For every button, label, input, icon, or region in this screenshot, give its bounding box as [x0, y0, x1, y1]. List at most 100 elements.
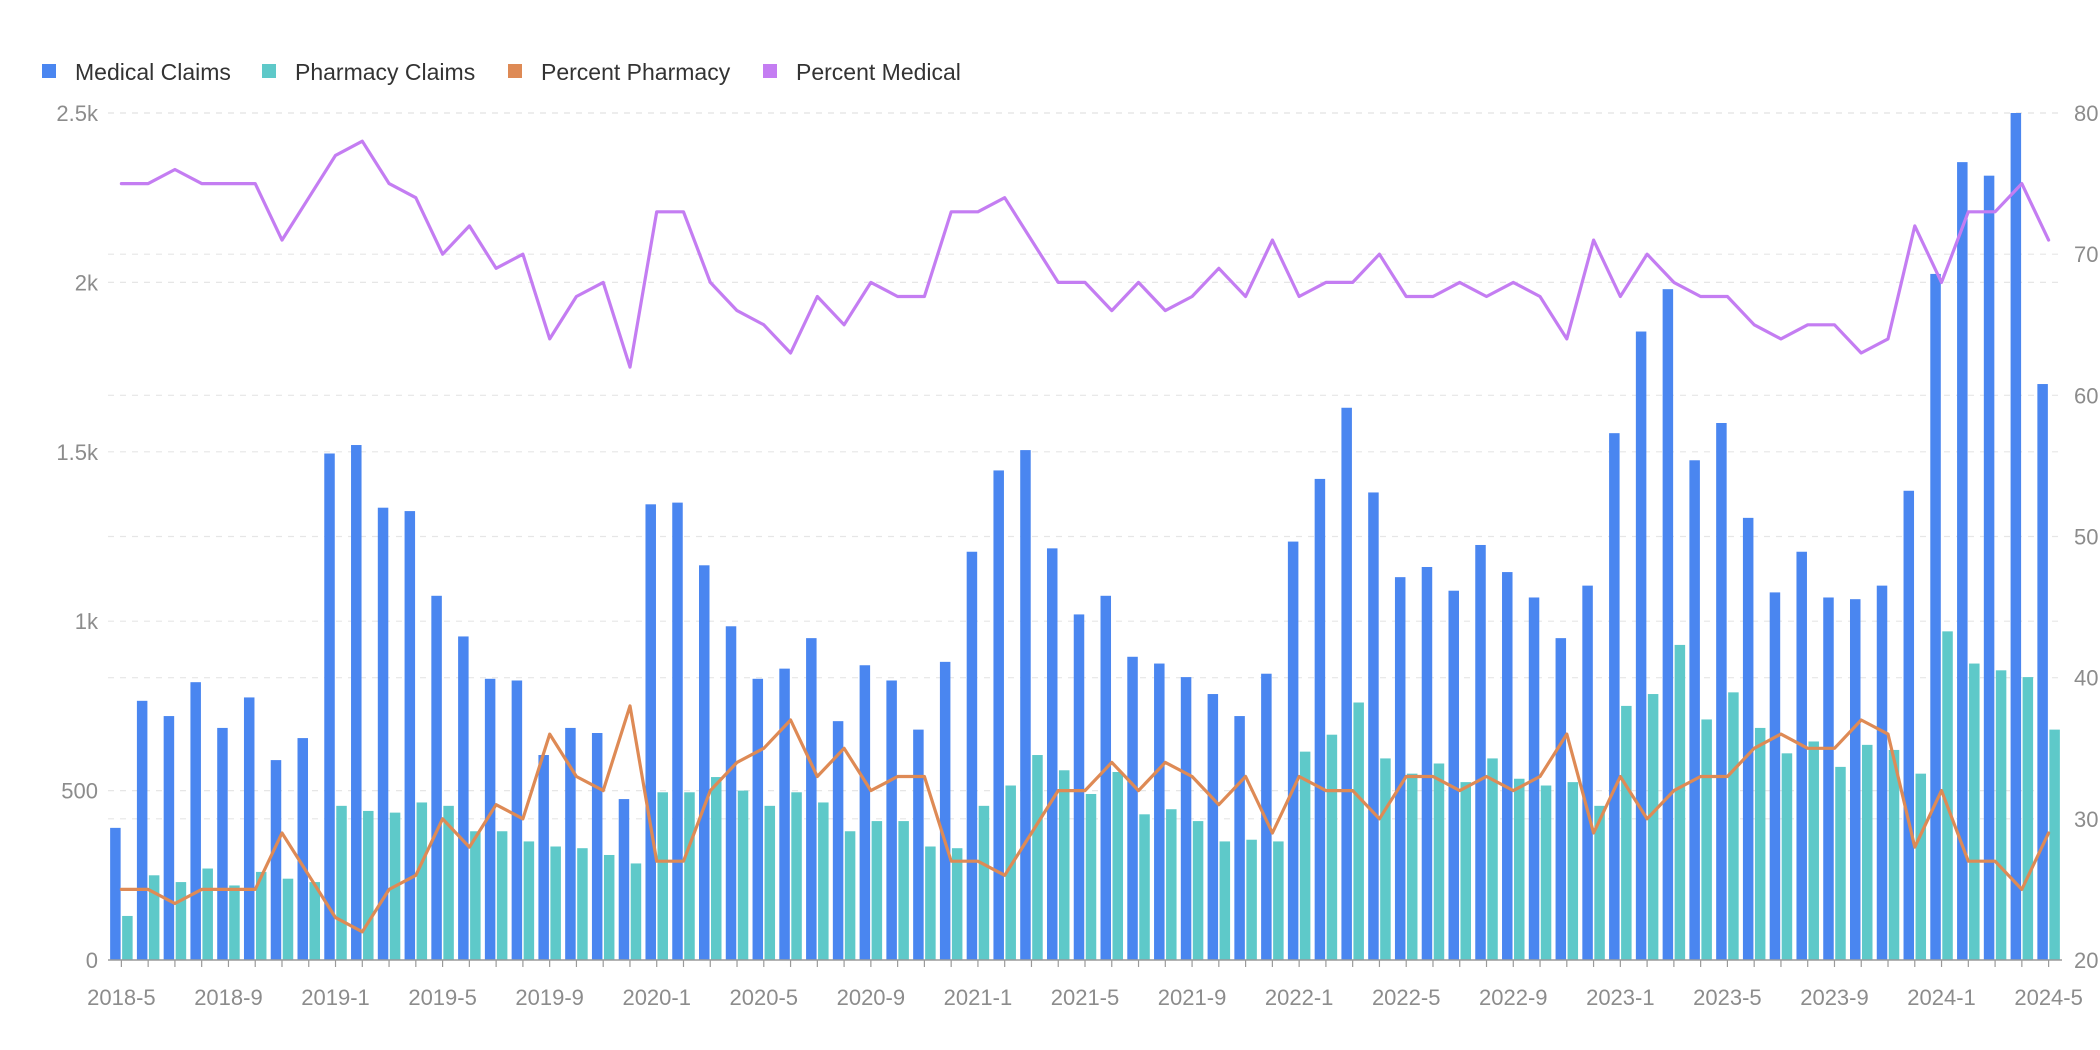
medical-claims-bar	[1742, 517, 1754, 960]
pharmacy-claims-bar	[1166, 809, 1177, 960]
x-tick-label: 2020-1	[622, 985, 691, 1010]
medical-claims-bar	[1903, 490, 1915, 960]
y-right-tick-label: 60	[2074, 383, 2098, 408]
medical-claims-bar	[1689, 460, 1700, 960]
x-tick-label: 2018-9	[194, 985, 263, 1010]
medical-claims-bar	[1796, 551, 1807, 960]
medical-claims-bar	[1073, 614, 1085, 960]
legend: Medical Claims Pharmacy Claims Percent Pha…	[42, 59, 961, 85]
pharmacy-claims-bar	[657, 792, 668, 960]
y-left-tick-label: 2k	[75, 270, 99, 295]
pharmacy-claims-bar	[1139, 814, 1150, 960]
pharmacy-claims-bar	[336, 805, 347, 960]
medical-claims-bar	[1368, 492, 1379, 960]
pharmacy-claims-bar	[1647, 694, 1659, 960]
pharmacy-claims-bar	[978, 805, 990, 960]
x-tick-label: 2022-9	[1479, 985, 1548, 1010]
medical-claims-bar	[886, 680, 897, 960]
pharmacy-claims-bar	[1112, 771, 1124, 960]
pharmacy-claims-bar	[1433, 763, 1445, 960]
medical-claims-bar	[297, 738, 309, 960]
y-right-tick-label: 40	[2074, 666, 2098, 691]
bars	[110, 113, 2060, 961]
pharmacy-claims-bar	[871, 821, 883, 960]
legend-label: Percent Pharmacy	[541, 59, 731, 85]
x-tick-label: 2023-1	[1586, 985, 1655, 1010]
legend-label: Pharmacy Claims	[295, 59, 475, 85]
medical-claims-bar	[859, 665, 871, 960]
pharmacy-claims-bar	[2049, 729, 2060, 960]
legend-swatch	[262, 64, 276, 78]
pharmacy-claims-bar	[630, 863, 642, 960]
medical-claims-bar	[351, 445, 362, 960]
pharmacy-claims-bar	[1861, 744, 1873, 960]
pharmacy-claims-bar	[844, 831, 856, 960]
y-left-tick-label: 2.5k	[56, 101, 99, 126]
medical-claims-bar	[1876, 585, 1888, 960]
pharmacy-claims-bar	[1594, 805, 1605, 960]
pharmacy-claims-bar	[1835, 766, 1846, 960]
medical-claims-bar	[779, 668, 790, 960]
percent-pharmacy-line	[119, 704, 2051, 934]
legend-label: Percent Medical	[796, 59, 961, 85]
pharmacy-claims-bar	[202, 868, 213, 960]
y-left-tick-label: 1k	[75, 609, 99, 634]
pharmacy-claims-bar	[1246, 839, 1257, 960]
pharmacy-claims-bar	[416, 802, 428, 960]
x-tick-label: 2020-5	[730, 985, 799, 1010]
medical-claims-bar	[1609, 433, 1620, 960]
pharmacy-claims-bar	[443, 805, 454, 960]
x-tick-label: 2019-1	[301, 985, 370, 1010]
pharmacy-claims-bar	[496, 831, 508, 960]
medical-claims-bar	[324, 453, 335, 960]
x-tick-label: 2021-9	[1158, 985, 1227, 1010]
lines	[119, 139, 2051, 934]
x-tick-label: 2023-9	[1800, 985, 1869, 1010]
medical-claims-bar	[993, 470, 1004, 960]
medical-claims-bar	[645, 504, 656, 960]
medical-claims-bar	[1475, 544, 1486, 960]
pharmacy-claims-bar	[1299, 751, 1311, 960]
medical-claims-bar	[1314, 478, 1326, 960]
x-tick-label: 2022-5	[1372, 985, 1441, 1010]
x-tick-label: 2024-5	[2014, 985, 2083, 1010]
medical-claims-bar	[2010, 113, 2022, 960]
pharmacy-claims-bar	[1192, 821, 1204, 960]
medical-claims-bar	[913, 729, 924, 960]
pharmacy-claims-bar	[1353, 702, 1364, 960]
medical-claims-bar	[699, 565, 710, 960]
y-right-tick-label: 70	[2074, 242, 2098, 267]
medical-claims-bar	[484, 678, 496, 960]
pharmacy-claims-bar	[175, 882, 187, 960]
y-right-tick-label: 80	[2074, 101, 2098, 126]
pharmacy-claims-bar	[309, 882, 321, 960]
x-tick-label: 2024-1	[1907, 985, 1976, 1010]
legend-swatch	[763, 64, 777, 78]
pharmacy-claims-bar	[1674, 644, 1686, 960]
pharmacy-claims-bar	[925, 846, 936, 960]
medical-claims-bar	[725, 626, 737, 960]
pharmacy-claims-bar	[1514, 778, 1525, 960]
pharmacy-claims-bar	[1754, 727, 1766, 960]
medical-claims-bar	[511, 680, 523, 960]
medical-claims-bar	[1154, 663, 1165, 960]
medical-claims-bar	[377, 507, 389, 960]
medical-claims-bar	[752, 678, 764, 960]
pharmacy-claims-bar	[764, 805, 776, 960]
pharmacy-claims-bar	[1808, 741, 1819, 960]
x-tick-label: 2021-5	[1051, 985, 1120, 1010]
medical-claims-bar	[1582, 585, 1593, 960]
pharmacy-claims-bar	[1032, 755, 1043, 960]
medical-claims-bar	[1823, 597, 1834, 960]
medical-claims-bar	[458, 636, 469, 960]
pharmacy-claims-bar	[1487, 758, 1498, 960]
medical-claims-bar	[538, 755, 549, 960]
pharmacy-claims-bar	[1380, 758, 1391, 960]
pharmacy-claims-bar	[1995, 670, 2007, 960]
medical-claims-bar	[1716, 423, 1727, 960]
medical-claims-bar	[163, 716, 175, 960]
pharmacy-claims-bar	[550, 846, 561, 960]
pharmacy-claims-bar	[122, 915, 133, 960]
